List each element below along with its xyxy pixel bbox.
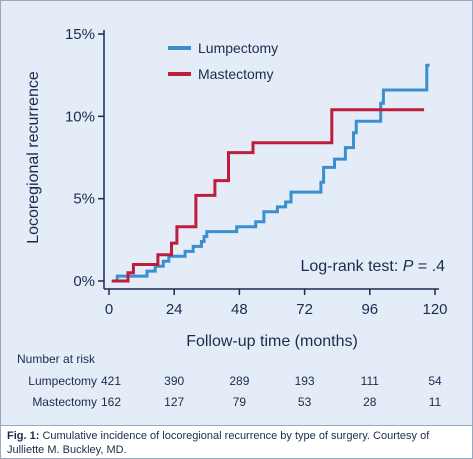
risk-value: 390	[164, 374, 184, 388]
x-tick-label: 24	[166, 301, 183, 318]
series-group	[111, 63, 430, 283]
y-tick-label: 10%	[65, 108, 95, 125]
logrank-p: P	[403, 258, 414, 275]
y-tick-label: 0%	[73, 273, 95, 290]
y-tick-label: 15%	[65, 26, 95, 43]
x-tick-label: 96	[361, 301, 378, 318]
risk-value: 289	[229, 374, 249, 388]
risk-value: 421	[101, 374, 121, 388]
risk-value: 127	[164, 395, 184, 409]
x-tick-label: 120	[422, 301, 447, 318]
risk-value: 193	[295, 374, 315, 388]
x-tick-label: 0	[105, 301, 113, 318]
km-chart: 0% 5% 10% 15% 0 24 48 72 96 120 Locoregional rec…	[17, 26, 448, 409]
logrank-suffix: = .4	[413, 258, 445, 275]
axes: 0% 5% 10% 15% 0 24 48 72 96 120	[65, 26, 448, 318]
x-tick-label: 48	[231, 301, 248, 318]
logrank-prefix: Log-rank test:	[300, 258, 402, 275]
risk-table: Lumpectomy 421 390 289 193 111 54 Mastectomy 162…	[28, 374, 442, 409]
legend-label-lumpectomy: Lumpectomy	[198, 40, 278, 56]
risk-value: 54	[428, 374, 442, 388]
legend: Lumpectomy Mastectomy	[168, 40, 278, 82]
legend-label-mastectomy: Mastectomy	[198, 66, 273, 82]
caption-label: Fig. 1:	[7, 430, 40, 442]
y-ticks: 0% 5% 10% 15%	[65, 26, 104, 290]
risk-value: 79	[233, 395, 247, 409]
risk-value: 11	[429, 395, 442, 409]
y-axis-label: Locoregional recurrence	[25, 71, 42, 244]
y-tick-label: 5%	[73, 191, 95, 208]
x-ticks: 0 24 48 72 96 120	[105, 289, 448, 318]
x-tick-label: 72	[296, 301, 313, 318]
risk-value: 28	[363, 395, 377, 409]
x-axis-label: Follow-up time (months)	[186, 333, 358, 350]
series-line-mastectomy	[111, 108, 425, 283]
risk-row-label: Mastectomy	[32, 395, 97, 409]
series-line-lumpectomy	[114, 63, 430, 283]
figure-caption: Fig. 1: Cumulative incidence of locoregi…	[1, 425, 472, 458]
risk-value: 53	[298, 395, 312, 409]
caption-text: Cumulative incidence of locoregional rec…	[7, 430, 430, 456]
logrank-annotation: Log-rank test: P = .4	[300, 258, 445, 275]
risk-table-title: Number at risk	[17, 352, 96, 366]
risk-row-label: Lumpectomy	[28, 374, 97, 388]
risk-value: 111	[361, 374, 380, 388]
risk-value: 162	[101, 395, 121, 409]
